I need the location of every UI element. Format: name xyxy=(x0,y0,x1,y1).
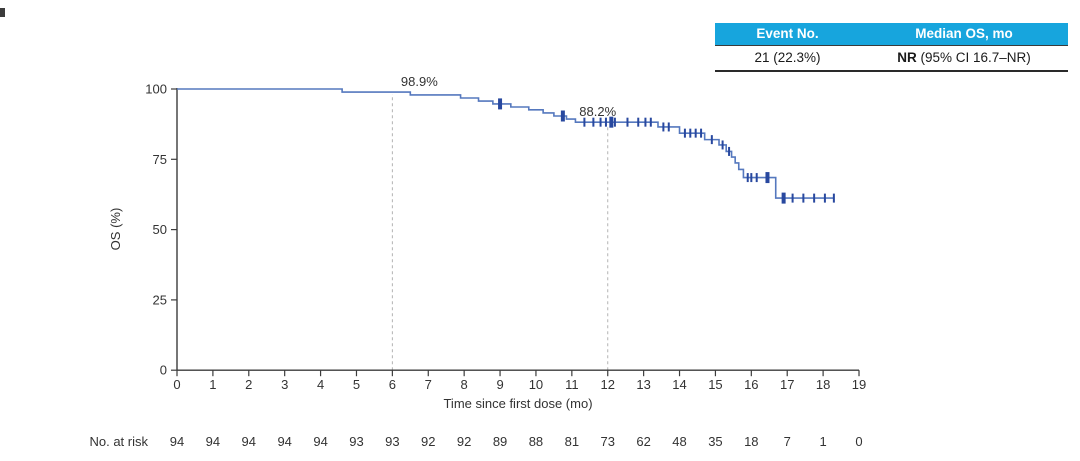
cropped-edge-mark xyxy=(0,8,5,17)
no-at-risk-value-1: 94 xyxy=(206,434,220,449)
no-at-risk-value-7: 92 xyxy=(421,434,435,449)
summary-table-value-row: 21 (22.3%) NR (95% CI 16.7–NR) xyxy=(715,46,1068,72)
y-tick-label-75: 75 xyxy=(153,152,167,167)
x-tick-label-12: 12 xyxy=(601,377,615,392)
annotation-98.9%: 98.9% xyxy=(401,74,438,89)
os-summary-table: Event No. Median OS, mo 21 (22.3%) NR (9… xyxy=(715,23,1068,72)
y-tick-label-25: 25 xyxy=(153,292,167,307)
summary-header-event-no: Event No. xyxy=(756,26,819,41)
no-at-risk-value-14: 48 xyxy=(672,434,686,449)
median-os-nr: NR xyxy=(897,50,917,65)
x-tick-label-17: 17 xyxy=(780,377,794,392)
x-axis-title: Time since first dose (mo) xyxy=(443,396,592,411)
summary-table-header-row: Event No. Median OS, mo xyxy=(715,23,1068,46)
no-at-risk-value-12: 73 xyxy=(601,434,615,449)
median-os-ci: (95% CI 16.7–NR) xyxy=(916,50,1031,65)
no-at-risk-value-16: 18 xyxy=(744,434,758,449)
y-axis-title: OS (%) xyxy=(108,208,123,251)
x-tick-label-2: 2 xyxy=(245,377,252,392)
km-curve xyxy=(177,88,834,199)
summary-header-median-os: Median OS, mo xyxy=(915,26,1013,41)
annotation-88.2%: 88.2% xyxy=(579,104,616,119)
no-at-risk-value-8: 92 xyxy=(457,434,471,449)
x-tick-label-5: 5 xyxy=(353,377,360,392)
no-at-risk-value-13: 62 xyxy=(636,434,650,449)
no-at-risk-value-2: 94 xyxy=(242,434,256,449)
y-tick-label-0: 0 xyxy=(160,363,167,378)
no-at-risk-value-19: 0 xyxy=(855,434,862,449)
no-at-risk-value-10: 88 xyxy=(529,434,543,449)
x-tick-label-0: 0 xyxy=(173,377,180,392)
summary-value-event-no: 21 (22.3%) xyxy=(754,50,821,65)
no-at-risk-value-15: 35 xyxy=(708,434,722,449)
x-tick-label-8: 8 xyxy=(461,377,468,392)
summary-value-median-os: NR (95% CI 16.7–NR) xyxy=(860,46,1068,70)
no-at-risk-value-6: 93 xyxy=(385,434,399,449)
y-tick-label-100: 100 xyxy=(145,82,167,97)
x-tick-label-14: 14 xyxy=(672,377,686,392)
no-at-risk-value-11: 81 xyxy=(565,434,579,449)
x-tick-label-6: 6 xyxy=(389,377,396,392)
no-at-risk-value-3: 94 xyxy=(277,434,291,449)
x-tick-label-19: 19 xyxy=(852,377,866,392)
x-tick-label-15: 15 xyxy=(708,377,722,392)
y-tick-label-50: 50 xyxy=(153,222,167,237)
x-tick-label-3: 3 xyxy=(281,377,288,392)
x-tick-label-1: 1 xyxy=(209,377,216,392)
no-at-risk-value-5: 93 xyxy=(349,434,363,449)
x-tick-label-16: 16 xyxy=(744,377,758,392)
no-at-risk-label: No. at risk xyxy=(89,434,148,449)
x-tick-label-13: 13 xyxy=(636,377,650,392)
no-at-risk-value-17: 7 xyxy=(784,434,791,449)
no-at-risk-value-9: 89 xyxy=(493,434,507,449)
x-tick-label-11: 11 xyxy=(565,377,579,392)
x-tick-label-9: 9 xyxy=(496,377,503,392)
censor-marks xyxy=(498,98,835,204)
x-tick-label-18: 18 xyxy=(816,377,830,392)
x-tick-label-10: 10 xyxy=(529,377,543,392)
x-tick-label-7: 7 xyxy=(425,377,432,392)
no-at-risk-value-18: 1 xyxy=(819,434,826,449)
no-at-risk-row: No. at risk 94 94 94 94 94 93 93 92 92 89 88 81 73 62 4… xyxy=(89,434,862,449)
no-at-risk-value-4: 94 xyxy=(313,434,327,449)
no-at-risk-value-0: 94 xyxy=(170,434,184,449)
x-tick-label-4: 4 xyxy=(317,377,324,392)
